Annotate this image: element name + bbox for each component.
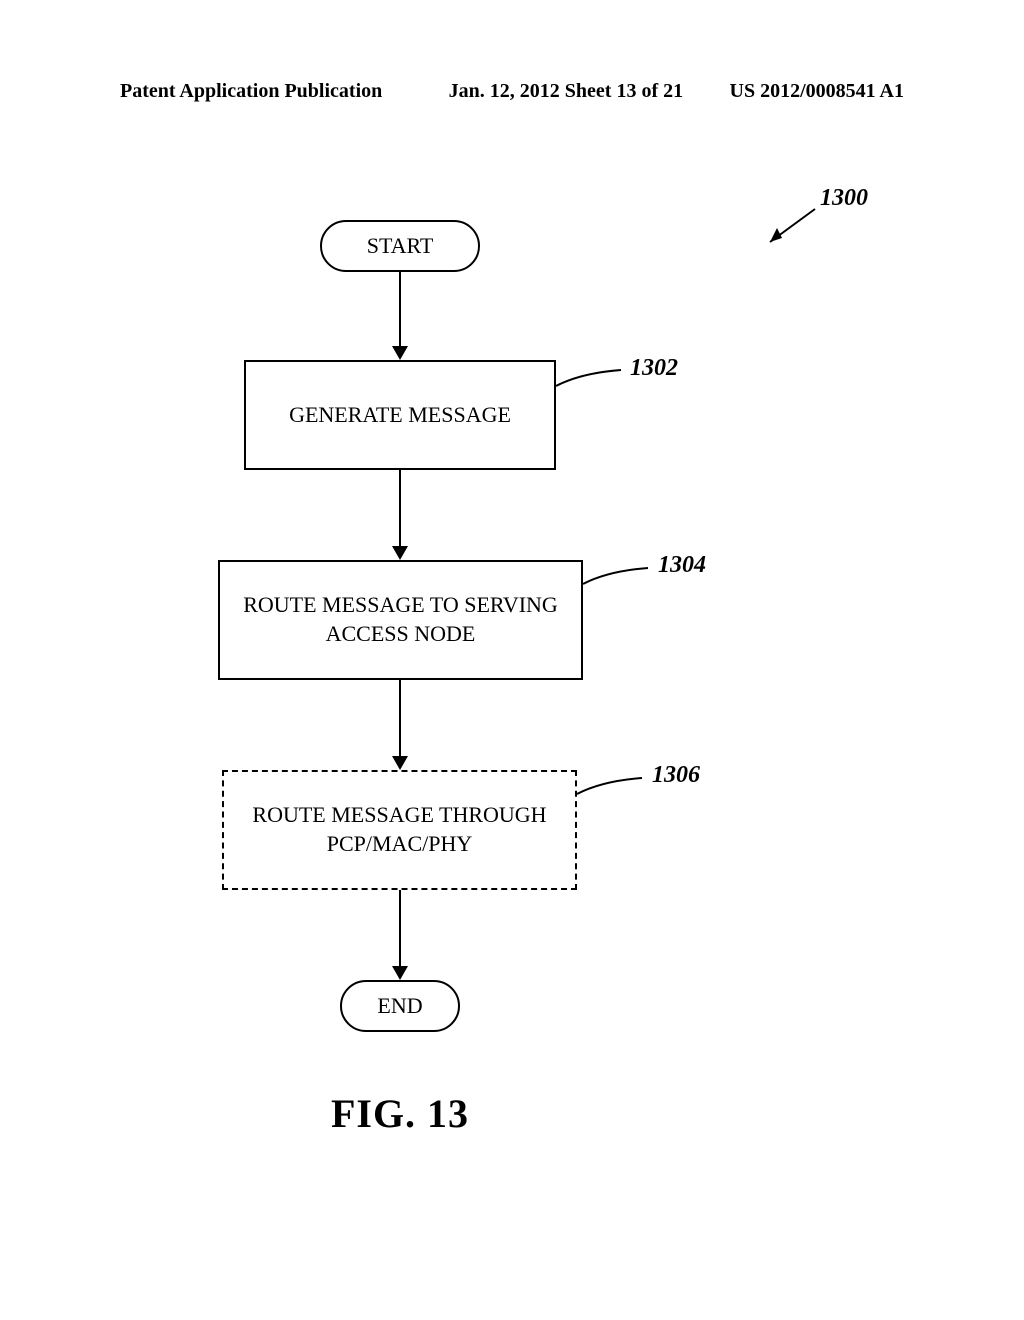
step-1306-label-line1: ROUTE MESSAGE THROUGH bbox=[252, 801, 546, 830]
arrow-2-head bbox=[392, 546, 408, 560]
end-node: END bbox=[340, 980, 460, 1032]
step-1302-label: GENERATE MESSAGE bbox=[289, 401, 511, 430]
arrow-3 bbox=[399, 680, 401, 756]
header-patent-number: US 2012/0008541 A1 bbox=[730, 80, 904, 103]
ref-1300-arrow bbox=[760, 204, 820, 249]
start-node: START bbox=[320, 220, 480, 272]
header-date-sheet: Jan. 12, 2012 Sheet 13 of 21 bbox=[382, 80, 729, 103]
ref-1306-leader bbox=[577, 776, 647, 806]
ref-1302-leader bbox=[556, 368, 626, 398]
ref-1302-label: 1302 bbox=[630, 355, 678, 382]
flowchart-diagram: 1300 START GENERATE MESSAGE 1302 ROUTE M… bbox=[0, 190, 1024, 1090]
arrow-2 bbox=[399, 470, 401, 546]
start-label: START bbox=[367, 233, 434, 259]
ref-1306-label: 1306 bbox=[652, 762, 700, 789]
arrow-4 bbox=[399, 890, 401, 966]
step-1302-node: GENERATE MESSAGE bbox=[244, 360, 556, 470]
figure-label: FIG. 13 bbox=[331, 1090, 469, 1137]
ref-1304-leader bbox=[583, 566, 653, 596]
step-1306-node: ROUTE MESSAGE THROUGH PCP/MAC/PHY bbox=[222, 770, 577, 890]
arrow-1 bbox=[399, 272, 401, 346]
ref-1300-label: 1300 bbox=[820, 185, 868, 212]
step-1304-node: ROUTE MESSAGE TO SERVING ACCESS NODE bbox=[218, 560, 583, 680]
ref-1304-label: 1304 bbox=[658, 552, 706, 579]
step-1304-label-line2: ACCESS NODE bbox=[326, 620, 476, 649]
arrow-1-head bbox=[392, 346, 408, 360]
header-publication: Patent Application Publication bbox=[120, 80, 382, 103]
step-1304-label-line1: ROUTE MESSAGE TO SERVING bbox=[243, 591, 558, 620]
arrow-3-head bbox=[392, 756, 408, 770]
step-1306-label-line2: PCP/MAC/PHY bbox=[327, 830, 473, 859]
end-label: END bbox=[377, 993, 422, 1019]
arrow-4-head bbox=[392, 966, 408, 980]
